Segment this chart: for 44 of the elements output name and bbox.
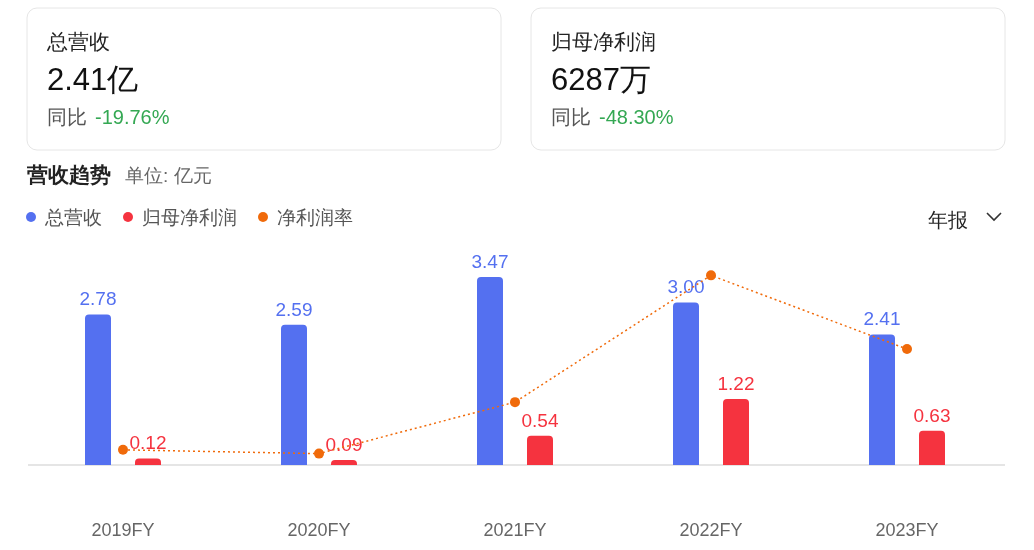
text: 年报	[928, 209, 968, 231]
data-label: 2.41	[863, 308, 901, 330]
bar	[331, 460, 357, 465]
x-tick-label: 2019FY	[91, 520, 155, 540]
x-tick-label: 2021FY	[483, 520, 547, 540]
data-label: 0.09	[325, 434, 363, 456]
legend-label: 归母净利润	[142, 207, 237, 228]
data-label: 0.54	[521, 409, 559, 431]
x-tick-label: 2022FY	[679, 520, 743, 540]
text: 同比	[551, 106, 591, 128]
data-label: 1.22	[717, 372, 755, 394]
point	[314, 448, 324, 459]
text: 同比	[47, 106, 87, 128]
bar	[527, 435, 553, 465]
point	[902, 344, 912, 355]
bar	[723, 398, 749, 465]
data-label: 0.63	[913, 404, 951, 426]
bar	[281, 324, 307, 465]
chart-subtitle: 单位: 亿元	[125, 165, 212, 186]
data-label: 2.59	[275, 298, 313, 320]
bar	[85, 314, 111, 465]
data-label: 3.00	[667, 276, 705, 298]
point	[118, 444, 128, 455]
text: 6287万	[551, 62, 651, 97]
data-label: 2.78	[79, 288, 117, 310]
x-tick-label: 2020FY	[287, 520, 351, 540]
legend-label: 净利润率	[277, 207, 353, 228]
data-label: 3.47	[471, 251, 509, 272]
bar	[135, 458, 161, 465]
point	[510, 397, 520, 408]
point	[706, 270, 716, 281]
bar	[919, 430, 945, 465]
chart-title: 营收趋势	[26, 163, 111, 186]
text: -48.30%	[599, 106, 674, 128]
text: 总营收	[46, 30, 110, 53]
x-tick-label: 2023FY	[875, 520, 939, 540]
bar	[869, 334, 895, 465]
legend-label: 总营收	[44, 207, 102, 228]
text: 2.41亿	[47, 62, 139, 97]
bar	[477, 277, 503, 465]
bar	[673, 302, 699, 465]
data-label: 0.12	[129, 432, 167, 454]
text: 归母净利润	[551, 30, 656, 53]
text: -19.76%	[95, 106, 170, 128]
